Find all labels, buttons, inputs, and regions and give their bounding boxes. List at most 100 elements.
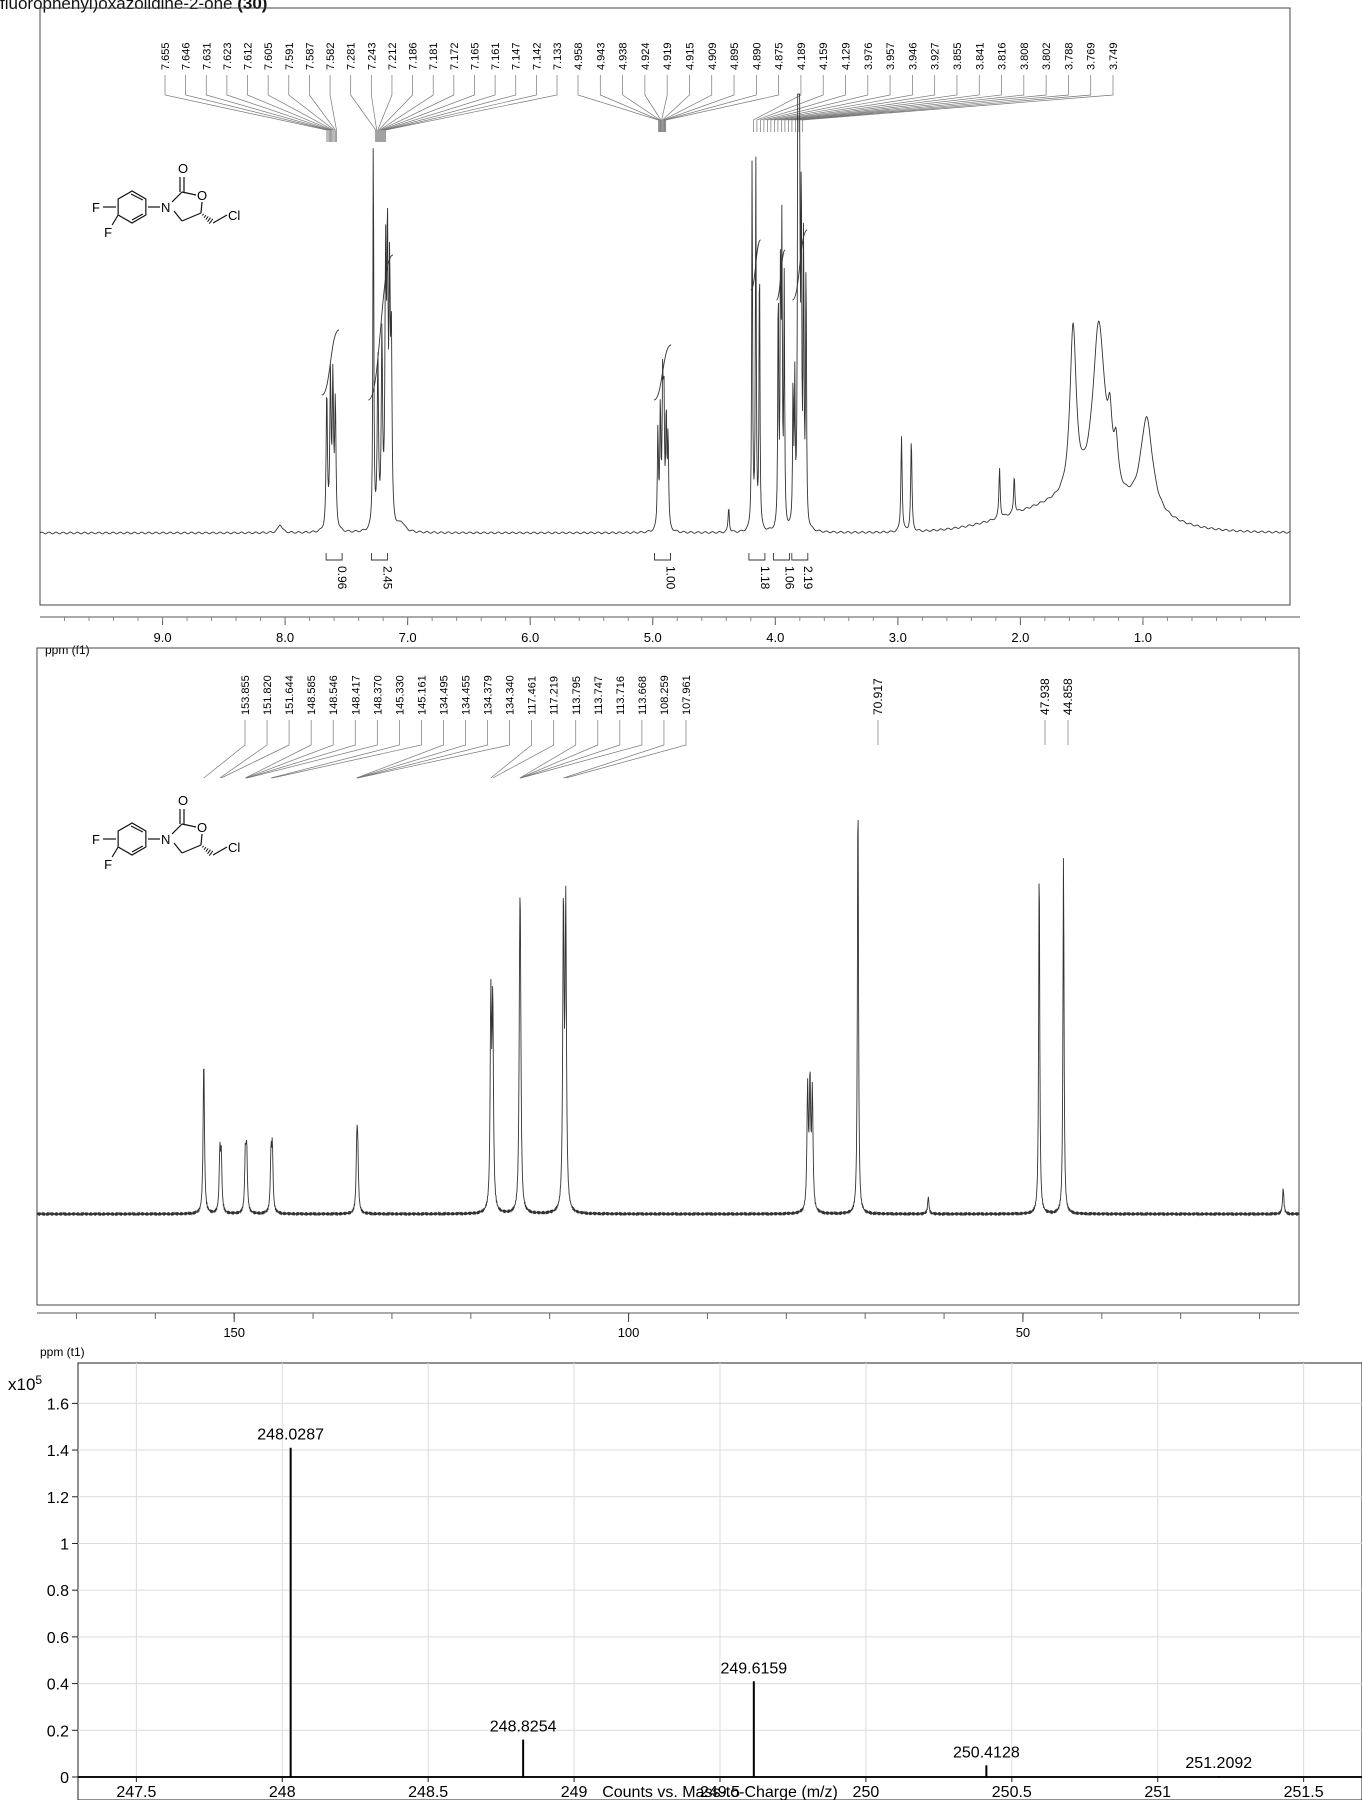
- h-nmr-label-leader: [767, 75, 891, 132]
- h-nmr-peak-label: 3.946: [907, 42, 919, 70]
- c-cl-bond: [212, 846, 228, 856]
- h-nmr-label-leader: [577, 75, 659, 132]
- h-nmr-peak-label: 7.631: [201, 42, 213, 70]
- c-f-bond: [111, 214, 119, 226]
- c-nmr-peak-label: 113.668: [637, 676, 649, 715]
- ring-bond: [173, 210, 183, 222]
- h-nmr-label-leader: [644, 75, 662, 132]
- h-nmr-tick-label: 3.0: [889, 630, 907, 645]
- c-nmr-label-leader: [357, 720, 510, 779]
- ms-x-tick-label: 248.5: [408, 1784, 448, 1800]
- h-nmr-label-leader: [185, 75, 329, 142]
- c-nmr-label-leader: [203, 720, 246, 779]
- h-nmr-peak-label: 7.147: [511, 42, 523, 70]
- ms-x-tick-label: 249.5: [700, 1784, 740, 1800]
- h-nmr-integration-bracket: [371, 553, 388, 561]
- c-nmr-tick-label: 50: [1016, 1325, 1030, 1340]
- h-nmr-label-leader: [788, 75, 1025, 132]
- stereo-hash: [201, 213, 205, 216]
- stereo-hash: [207, 217, 211, 222]
- carbonyl-oxygen-atom: O: [178, 161, 188, 176]
- h-nmr-label-leader: [381, 75, 475, 142]
- stereo-hash: [207, 849, 211, 854]
- h-nmr-label-leader: [662, 75, 713, 132]
- h-nmr-integration-bracket: [748, 553, 766, 561]
- h-nmr-trace: [39, 93, 1291, 535]
- stereo-hash: [201, 845, 205, 848]
- ms-y-tick-label: 0.8: [47, 1583, 69, 1600]
- c-f-bond: [111, 846, 119, 858]
- c-cl-bond: [212, 214, 228, 224]
- c-nmr-label-leader: [492, 720, 555, 779]
- c-nmr-axis-label: ppm (t1): [40, 1345, 85, 1359]
- c-nmr-label-leader: [519, 720, 577, 779]
- ms-x-axis-label: Counts vs. Mass-to-Charge (m/z): [602, 1784, 838, 1800]
- h-nmr-label-leader: [663, 75, 735, 132]
- c-nmr-peak-labels: 153.855 151.820 151.644 148.585 148.546 148.4…: [203, 675, 1075, 779]
- h-nmr-peak-label: 7.582: [325, 42, 337, 70]
- aromatic-bond: [130, 193, 144, 201]
- h-nmr-peak-label: 4.938: [618, 42, 630, 70]
- h-nmr-peak-label: 3.976: [863, 42, 875, 70]
- h-nmr-peak-label: 3.802: [1041, 42, 1053, 70]
- h-nmr-label-leader: [288, 75, 335, 142]
- c-nmr-label-leader: [356, 720, 444, 779]
- h-nmr-peak-label: 7.612: [243, 42, 255, 70]
- ms-bars: 248.0287 248.8254 249.6159 250.4128 251.2092: [257, 1427, 1252, 1777]
- c-nmr-label-leader: [520, 720, 643, 779]
- c-nmr-peak-label: 145.161: [416, 675, 428, 715]
- h-nmr-label-leader: [267, 75, 334, 142]
- nitrogen-atom: N: [161, 200, 170, 215]
- c-nmr-peak-label: 134.379: [483, 675, 495, 715]
- h-nmr-peak-label: 4.924: [640, 42, 652, 70]
- c-nmr-label-leader: [246, 720, 356, 779]
- ms-y-tick-label: 0.6: [47, 1630, 69, 1647]
- h-nmr-integration-value: 0.96: [335, 566, 349, 590]
- c-nmr-peak-label: 151.820: [262, 675, 274, 715]
- h-nmr-tick-label: 1.0: [1134, 630, 1152, 645]
- h-nmr-label-leader: [777, 75, 958, 132]
- c-nmr-peak-label: 148.370: [372, 675, 384, 715]
- h-nmr-label-leader: [802, 75, 1114, 132]
- ms-peak-label: 251.2092: [1185, 1755, 1252, 1772]
- c-nmr-peak-label: 134.455: [461, 675, 473, 715]
- ring-bond: [173, 842, 183, 854]
- h-nmr-label-leader: [664, 75, 757, 132]
- c-nmr-label-leader: [245, 720, 312, 779]
- c-nmr-label-leader: [246, 720, 378, 779]
- c-nmr-peak-label: 153.855: [240, 675, 252, 715]
- h-nmr-label-leader: [382, 75, 496, 142]
- molecule-structure: FF N OO Cl: [92, 161, 240, 240]
- h-nmr-peak-label: 7.646: [181, 42, 193, 70]
- h-nmr-peak-labels: 7.655 7.646 7.631 7.623 7.612 7.605 7.591 7.587…: [160, 42, 1120, 142]
- c-nmr-peak-label: 134.495: [438, 675, 450, 715]
- aromatic-bond: [131, 845, 144, 853]
- stereo-hash: [208, 218, 214, 225]
- ring-oxygen-atom: O: [197, 820, 207, 835]
- h-nmr-peak-label: 4.875: [774, 42, 786, 70]
- ms-x-ticks: 247.5 248 248.5 249 249.5 250 250.5 251 251.5: [78, 1776, 1362, 1800]
- ms-y-tick-label: 1: [60, 1536, 69, 1553]
- ms-y-ticks: 0 0.2 0.4 0.6 0.8 1 1.2 1.4 1.6: [47, 1396, 78, 1787]
- h-nmr-label-leader: [665, 75, 779, 132]
- h-nmr-peak-label: 7.587: [304, 42, 316, 70]
- h-nmr-peak-label: 4.919: [662, 42, 674, 70]
- h-nmr-tick-label: 4.0: [766, 630, 784, 645]
- h-nmr-peak-label: 3.808: [1019, 42, 1031, 70]
- c-nmr-peak-label: 117.461: [527, 676, 539, 715]
- h-nmr-tick-label: 8.0: [276, 630, 294, 645]
- h-nmr-axis-label: ppm (f1): [45, 643, 90, 657]
- ms-x-tick-label: 250.5: [992, 1784, 1032, 1800]
- h-nmr-integrations: 0.96 2.45 1.00 1.18 1.06 2.19: [321, 229, 815, 590]
- h-nmr-label-leader: [226, 75, 331, 142]
- ms-x-tick-label: 251.5: [1284, 1784, 1324, 1800]
- h-nmr-frame: [39, 7, 1291, 606]
- h-nmr-peak-label: 4.189: [796, 42, 808, 70]
- h-nmr-integral-curve: [792, 229, 808, 301]
- c-nmr-peak-label: 108.259: [659, 675, 671, 715]
- aromatic-bond: [130, 825, 144, 833]
- ms-y-tick-label: 1.4: [47, 1443, 69, 1460]
- h-nmr-label-leader: [795, 75, 1069, 132]
- h-nmr-tick-label: 2.0: [1011, 630, 1029, 645]
- compound-number: (30): [237, 0, 268, 13]
